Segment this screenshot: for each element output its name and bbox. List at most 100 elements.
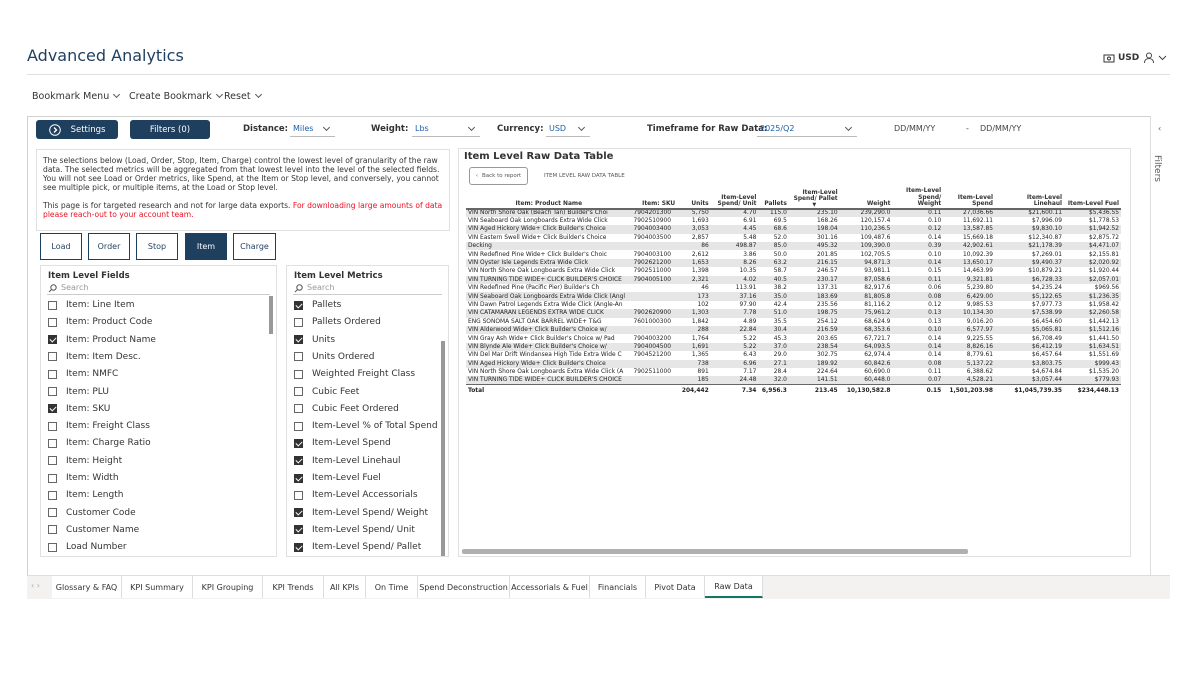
checkbox[interactable]	[294, 456, 303, 466]
scrollbar[interactable]	[269, 296, 273, 334]
tab[interactable]: Spend Deconstruction	[418, 576, 510, 598]
list-item[interactable]: Load Number	[48, 540, 127, 554]
filters-button[interactable]: Filters (0)	[130, 120, 210, 139]
list-item[interactable]: Weighted Freight Class	[294, 367, 415, 381]
dropdown[interactable]: Miles	[290, 121, 335, 137]
tab[interactable]: Accessorials & Fuel	[510, 576, 590, 598]
column-header[interactable]: Pallets	[758, 188, 789, 210]
checkbox[interactable]	[48, 335, 57, 345]
user-menu[interactable]	[1143, 52, 1169, 64]
checkbox[interactable]	[294, 525, 303, 535]
list-item[interactable]: Item-Level Spend/ Pallet	[294, 540, 421, 554]
list-item[interactable]: Item-Level % of Total Spend	[294, 419, 438, 433]
list-item[interactable]: Item: Item Desc.	[48, 350, 141, 364]
checkbox[interactable]	[48, 490, 57, 500]
list-item[interactable]: Item-Level Fuel	[294, 471, 381, 485]
column-header[interactable]: Units	[677, 188, 711, 210]
tab[interactable]: Raw Data	[705, 576, 763, 598]
checkbox[interactable]	[294, 542, 303, 552]
tab[interactable]: Financials	[590, 576, 646, 598]
column-header[interactable]: Item-Level Spend	[943, 188, 995, 210]
scrollbar[interactable]	[441, 341, 445, 556]
tab[interactable]: On Time	[366, 576, 418, 598]
list-item[interactable]: Customer Name	[48, 523, 139, 537]
tab[interactable]: KPI Trends	[263, 576, 324, 598]
currency-indicator[interactable]: USD	[1103, 53, 1139, 63]
list-item[interactable]: Item-Level Accessorials	[294, 488, 418, 502]
list-item[interactable]: Pallets	[294, 298, 341, 312]
settings-button[interactable]: Settings	[36, 120, 118, 139]
checkbox[interactable]	[48, 456, 57, 466]
search-box[interactable]: Search	[47, 283, 270, 295]
column-header[interactable]: Item: SKU	[631, 188, 678, 210]
checkbox[interactable]	[294, 300, 303, 310]
date-to[interactable]: DD/MM/YY	[980, 124, 1022, 133]
column-header[interactable]: Item-Level Spend/ Weight	[892, 188, 944, 210]
list-item[interactable]: Item: Length	[48, 488, 123, 502]
collapse-arrow[interactable]: ‹	[1158, 124, 1162, 133]
back-button[interactable]: ‹ Back to report	[469, 167, 528, 185]
dropdown[interactable]: 2025/Q2	[757, 121, 857, 137]
level-button[interactable]: Load	[40, 233, 82, 260]
list-item[interactable]: Units Ordered	[294, 350, 375, 364]
level-button[interactable]: Stop	[136, 233, 178, 260]
checkbox[interactable]	[294, 438, 303, 448]
list-item[interactable]: Item: Freight Class	[48, 419, 150, 433]
level-button[interactable]: Charge	[233, 233, 276, 260]
checkbox[interactable]	[48, 508, 57, 518]
checkbox[interactable]	[294, 490, 303, 500]
column-header[interactable]: Item-Level Linehaul	[994, 188, 1065, 210]
dropdown[interactable]: USD	[546, 121, 590, 137]
list-item[interactable]: Customer Code	[48, 506, 136, 520]
column-header[interactable]: Item-Level Spend/ Pallet ▼	[788, 188, 840, 210]
level-button[interactable]: Order	[88, 233, 130, 260]
list-item[interactable]: Item: Height	[48, 454, 122, 468]
list-item[interactable]: Item: PLU	[48, 385, 109, 399]
checkbox[interactable]	[294, 352, 303, 362]
checkbox[interactable]	[294, 369, 303, 379]
menu-item[interactable]: Create Bookmark	[129, 90, 223, 102]
tab[interactable]: KPI Summary	[122, 576, 193, 598]
list-item[interactable]: Item: Charge Ratio	[48, 436, 151, 450]
list-item[interactable]: Item: NMFC	[48, 367, 118, 381]
list-item[interactable]: Units	[294, 333, 335, 347]
horizontal-scrollbar[interactable]	[462, 549, 968, 554]
checkbox[interactable]	[48, 542, 57, 552]
level-button[interactable]: Item	[185, 233, 227, 260]
checkbox[interactable]	[294, 335, 303, 345]
search-box[interactable]: Search	[293, 283, 442, 295]
list-item[interactable]: Cubic Feet	[294, 385, 359, 399]
list-item[interactable]: Item: Line Item	[48, 298, 134, 312]
menu-item[interactable]: Reset	[224, 90, 262, 102]
checkbox[interactable]	[48, 369, 57, 379]
checkbox[interactable]	[294, 508, 303, 518]
checkbox[interactable]	[48, 317, 57, 327]
date-from[interactable]: DD/MM/YY	[894, 124, 936, 133]
tab[interactable]: KPI Grouping	[193, 576, 263, 598]
checkbox[interactable]	[294, 404, 303, 414]
checkbox[interactable]	[48, 352, 57, 362]
column-header[interactable]: Item: Product Name	[466, 188, 632, 210]
list-item[interactable]: Item-Level Spend/ Weight	[294, 506, 428, 520]
dropdown[interactable]: Lbs	[412, 121, 480, 137]
list-item[interactable]: Pallets Ordered	[294, 315, 381, 329]
checkbox[interactable]	[294, 473, 303, 483]
checkbox[interactable]	[294, 317, 303, 327]
tab[interactable]: All KPIs	[324, 576, 366, 598]
filters-pane[interactable]	[1150, 116, 1170, 599]
list-item[interactable]: Item-Level Spend	[294, 436, 391, 450]
list-item[interactable]: Item: SKU	[48, 402, 110, 416]
checkbox[interactable]	[48, 473, 57, 483]
list-item[interactable]: Cubic Feet Ordered	[294, 402, 399, 416]
checkbox[interactable]	[48, 421, 57, 431]
checkbox[interactable]	[48, 387, 57, 396]
column-header[interactable]: Item-Level Spend/ Unit	[710, 188, 759, 210]
list-item[interactable]: Item-Level Linehaul	[294, 454, 401, 468]
tab[interactable]: Pivot Data	[646, 576, 705, 598]
checkbox[interactable]	[48, 438, 57, 448]
list-item[interactable]: Item-Level Spend/ Unit	[294, 523, 415, 537]
menu-item[interactable]: Bookmark Menu	[32, 90, 121, 102]
tab-scroll-arrows[interactable]: ‹ ›	[31, 581, 40, 590]
list-item[interactable]: Item: Width	[48, 471, 119, 485]
column-header[interactable]: Item-Level Fuel	[1064, 188, 1121, 210]
